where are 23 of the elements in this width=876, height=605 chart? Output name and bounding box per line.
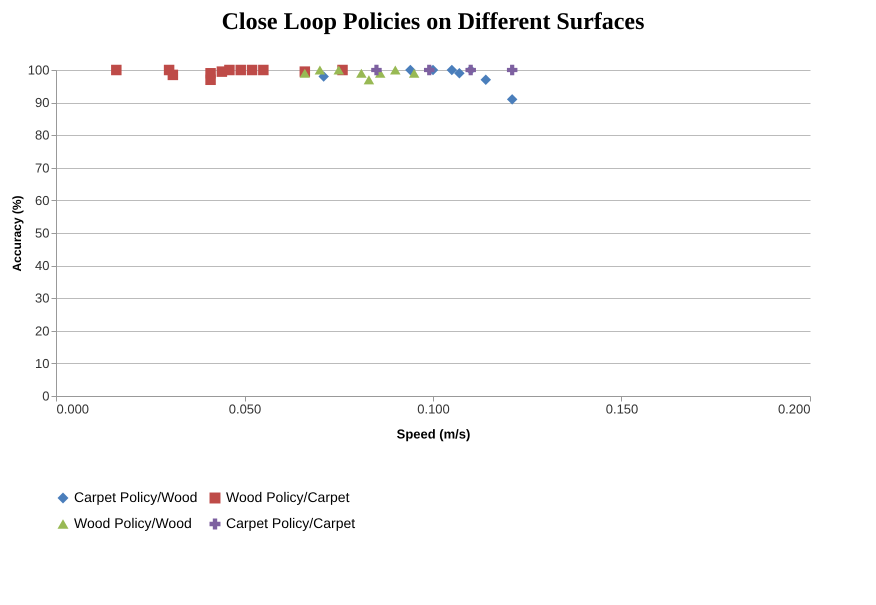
legend-label: Carpet Policy/Carpet — [226, 515, 356, 531]
y-tick-label: 50 — [35, 226, 50, 240]
y-tick-label: 80 — [35, 128, 50, 143]
y-axis-title: Accuracy (%) — [10, 195, 24, 272]
y-tick-label: 100 — [28, 62, 50, 78]
y-tick-label: 90 — [35, 95, 50, 110]
x-tick-label: 0.150 — [606, 402, 638, 416]
x-tick-label: 0.000 — [56, 402, 90, 416]
chart-title: Close Loop Policies on Different Surfaces — [222, 9, 644, 35]
legend-label: Wood Policy/Carpet — [226, 489, 350, 505]
y-tick-label: 0 — [42, 388, 50, 404]
x-tick-label: 0.100 — [417, 402, 450, 416]
legend-label: Carpet Policy/Wood — [74, 489, 198, 505]
x-axis-title: Speed (m/s) — [396, 426, 470, 442]
x-tick-label: 0.200 — [778, 402, 810, 416]
y-tick-label: 40 — [35, 258, 50, 274]
legend-label: Wood Policy/Wood — [74, 515, 192, 531]
y-tick-label: 30 — [35, 290, 50, 306]
y-tick-label: 10 — [35, 356, 50, 371]
y-tick-label: 60 — [35, 192, 50, 208]
x-tick-label: 0.050 — [228, 402, 262, 416]
y-tick-label: 20 — [35, 323, 50, 338]
y-tick-label: 70 — [35, 160, 50, 176]
